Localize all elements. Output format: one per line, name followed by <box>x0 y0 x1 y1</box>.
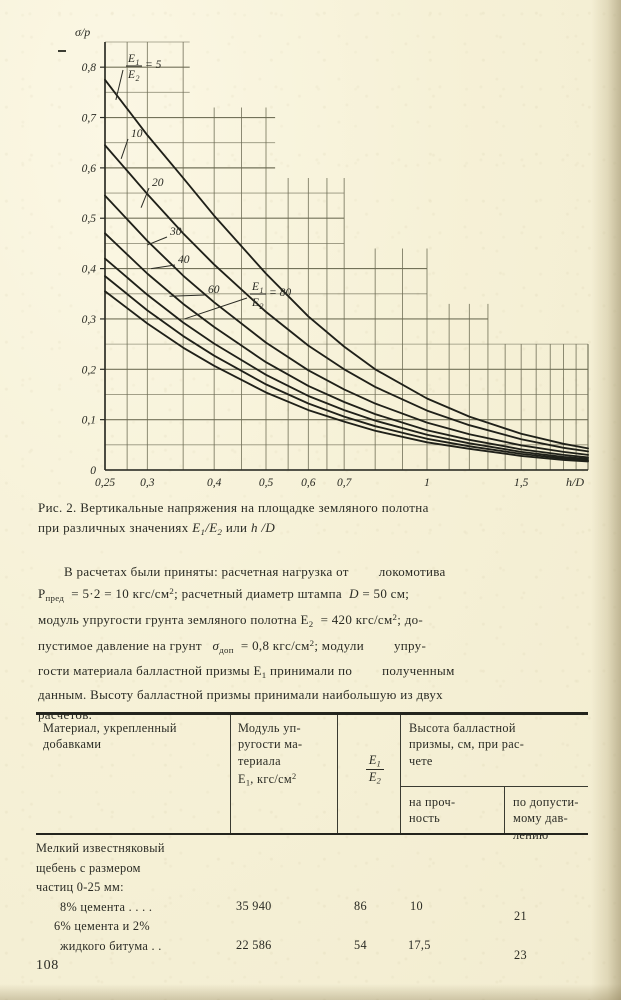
y-axis-label: σ/p <box>75 25 90 39</box>
y-tick-8: 0,8 <box>82 62 97 74</box>
y-tick-7: 0,7 <box>82 113 98 125</box>
x-tick-4: 0,6 <box>301 477 316 489</box>
svg-text:1: 1 <box>136 58 140 67</box>
y-tick-4: 0,4 <box>82 264 97 276</box>
curve-5 <box>104 78 589 450</box>
results-table: Материал, укрепленный добавками Модуль у… <box>36 712 588 962</box>
cell-ratio-2: 54 <box>354 938 367 953</box>
paragraph-line-6: данным. Высоту балластной призмы принима… <box>38 687 443 702</box>
header-modulus: Модуль уп- ругости ма- териала Е1, кгс/с… <box>231 715 348 793</box>
x-axis-label: h/D <box>566 475 584 489</box>
y-tick-0: 0 <box>90 465 96 477</box>
curve-label-30: 30 <box>169 226 182 238</box>
y-axis-tick-labels: 0 0,1 0,2 0,3 0,4 0,5 0,6 0,7 0,8 <box>82 62 105 477</box>
x-tick-0: 0,25 <box>95 477 115 489</box>
caption-line-2: при различных значениях E1/E2 или h /D <box>38 520 276 537</box>
curve-10 <box>104 144 589 453</box>
svg-text:= 80: = 80 <box>269 287 291 299</box>
curve-30 <box>104 232 589 459</box>
curve-label-60: 60 <box>208 284 220 296</box>
cell-strength-1: 10 <box>410 899 423 914</box>
curve-label-20: 20 <box>152 177 164 189</box>
header-ratio-denominator: E2 <box>368 769 382 786</box>
curve-20 <box>104 194 589 456</box>
curve-label-10: 10 <box>131 128 143 140</box>
svg-text:E: E <box>127 53 135 65</box>
x-tick-1: 0,3 <box>140 477 155 489</box>
table-vline-4 <box>504 786 506 833</box>
curve-label-80: E 1E 2 = 80 <box>250 281 291 311</box>
x-tick-5: 0,7 <box>337 477 353 489</box>
page-bottom-edge-shadow <box>0 984 621 1000</box>
curve-label-5: E 1E 2 = 5 <box>126 53 162 83</box>
table-hline-sub <box>400 785 588 787</box>
header-strength: на проч- ность <box>409 794 456 826</box>
header-ratio-numerator: E1 <box>365 753 385 770</box>
cell-modulus-1: 35 940 <box>236 899 272 914</box>
cell-modulus-2: 22 586 <box>236 938 272 953</box>
header-pressure: по допусти- мому дав- лению <box>513 794 579 842</box>
scan-dash-artifact <box>58 50 66 52</box>
cell-pressure-2: 23 <box>514 948 527 963</box>
curve-60 <box>104 275 589 462</box>
paragraph-line-5: гости материала балластной призмы Е1 при… <box>38 662 455 680</box>
page-right-edge-shadow <box>591 0 621 1000</box>
x-tick-7: 1,5 <box>514 477 529 489</box>
paragraph-line-4: пустимое давление на грунт σдоп = 0,8 кг… <box>38 638 427 656</box>
curve-40 <box>104 257 589 460</box>
svg-text:1: 1 <box>260 286 264 295</box>
vertical-stress-chart: 00,10,20,30,40,50,60,70,80,25 0,3 0,4 0,5 0,… <box>75 25 589 489</box>
y-tick-3: 0,3 <box>82 314 97 326</box>
table-header-row: Материал, укрепленный добавками Модуль у… <box>36 714 588 842</box>
x-tick-2: 0,4 <box>207 477 222 489</box>
y-tick-6: 0,6 <box>82 163 97 175</box>
cell-pressure-1: 21 <box>514 909 527 924</box>
header-height-group: Высота балластной призмы, см, при рас- ч… <box>409 720 525 768</box>
paragraph-line-2: Рпред = 5·2 = 10 кгс/см2; расчетный диам… <box>38 585 410 603</box>
svg-text:E: E <box>251 297 259 309</box>
header-ratio: E1 E2 <box>338 715 411 787</box>
chart-curves <box>104 78 589 463</box>
table-top-rule <box>36 712 588 715</box>
curve-80 <box>104 290 589 463</box>
header-modulus-units: Е1, кгс/см2 <box>238 771 297 788</box>
svg-text:E: E <box>127 69 135 81</box>
svg-text:= 5: = 5 <box>145 59 162 71</box>
y-tick-2: 0,2 <box>82 364 97 376</box>
svg-text:2: 2 <box>260 302 264 311</box>
paragraph-line-3: модуль упругости грунта земляного полотн… <box>38 611 424 629</box>
body-paragraph: В расчетах были приняты: расчетная нагру… <box>38 562 594 724</box>
table-body: Мелкий известняковый щебень с размером ч… <box>36 835 588 962</box>
header-material: Материал, укрепленный добавками <box>43 720 177 752</box>
figure-chart: 0 0,1 0,2 0,3 0,4 0,5 0,6 0,7 0,8 0,25 0,3 0,4 0,5 0,… <box>58 25 589 489</box>
table-vline-3 <box>400 714 402 833</box>
table-vline-2 <box>337 714 339 833</box>
svg-text:E: E <box>251 281 259 293</box>
table-header-bottom-rule <box>36 832 588 836</box>
figure-caption: Рис. 2. Вертикальные напряжения на площа… <box>38 498 594 542</box>
svg-text:2: 2 <box>136 74 140 83</box>
table-vline-1 <box>230 714 232 833</box>
paragraph-line-1: В расчетах были приняты: расчетная нагру… <box>64 564 446 579</box>
cell-strength-2: 17,5 <box>408 938 431 953</box>
cell-ratio-1: 86 <box>354 899 367 914</box>
table-row: Мелкий известняковый щебень с размером ч… <box>36 841 165 953</box>
x-tick-6: 1 <box>424 477 430 489</box>
caption-line-1: Рис. 2. Вертикальные напряжения на площа… <box>38 500 429 515</box>
curve-label-40: 40 <box>178 254 190 266</box>
y-tick-5: 0,5 <box>82 213 97 225</box>
page-number: 108 <box>36 958 59 973</box>
x-axis-tick-labels: 0,25 0,3 0,4 0,5 0,6 0,7 1 1,5 <box>95 477 529 489</box>
y-tick-1: 0,1 <box>82 415 96 427</box>
x-tick-3: 0,5 <box>259 477 274 489</box>
